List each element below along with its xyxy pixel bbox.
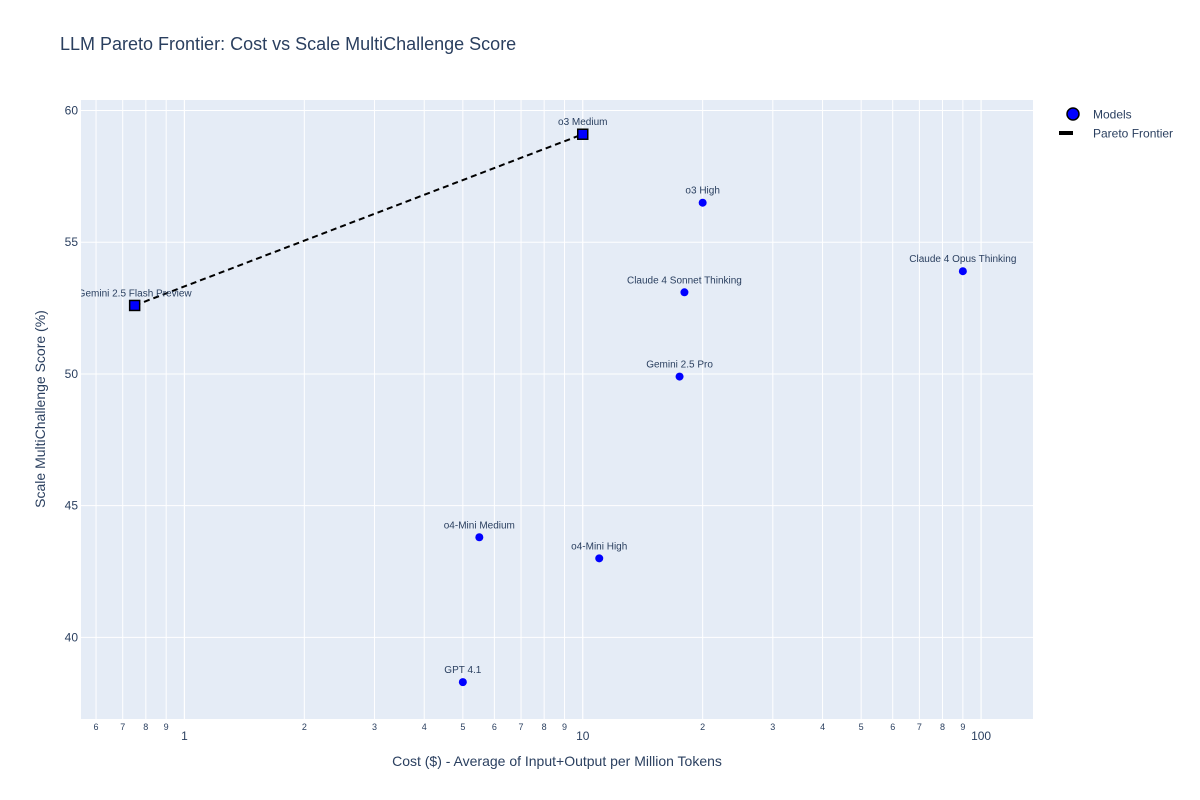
- plot-area: [81, 100, 1033, 719]
- x-tick-label-minor: 8: [143, 722, 148, 732]
- model-point: [675, 372, 684, 381]
- y-axis-title: Scale MultiChallenge Score (%): [32, 310, 48, 508]
- x-tick-label-minor: 6: [890, 722, 895, 732]
- chart-title: LLM Pareto Frontier: Cost vs Scale Multi…: [60, 34, 516, 54]
- x-tick-label-major: 100: [971, 729, 991, 743]
- model-point-label: o3 High: [685, 186, 719, 197]
- x-tick-label-minor: 7: [519, 722, 524, 732]
- legend-item-models[interactable]: Models: [1066, 107, 1132, 122]
- x-tick-label-minor: 3: [770, 722, 775, 732]
- x-axis-title: Cost ($) - Average of Input+Output per M…: [392, 753, 722, 769]
- y-tick-label: 60: [65, 104, 79, 118]
- model-point: [475, 533, 484, 542]
- x-tick-label-minor: 7: [120, 722, 125, 732]
- x-tick-label-minor: 9: [164, 722, 169, 732]
- y-tick-label: 45: [65, 499, 79, 513]
- point-labels: o3 Medium o3 High Claude 4 Opus Thinking Cl…: [78, 117, 1016, 676]
- model-point-label: GPT 4.1: [444, 665, 481, 676]
- x-tick-label-minor: 6: [94, 722, 99, 732]
- x-tick-label-major: 10: [576, 729, 590, 743]
- x-tick-label-minor: 2: [302, 722, 307, 732]
- legend-frontier-label: Pareto Frontier: [1093, 127, 1173, 141]
- x-tick-label-minor: 5: [460, 722, 465, 732]
- model-point: [698, 198, 707, 207]
- x-tick-label-major: 1: [181, 729, 188, 743]
- x-axis-ticks: 6 7 8 9 2 3 4 5 6 7 8 9 2 3 4 5 6 7 8 9 1 10 100: [94, 722, 992, 743]
- x-tick-label-minor: 9: [562, 722, 567, 732]
- model-point: [958, 267, 967, 276]
- x-tick-label-minor: 5: [859, 722, 864, 732]
- x-tick-label-minor: 7: [917, 722, 922, 732]
- x-tick-label-minor: 8: [940, 722, 945, 732]
- model-point: [595, 554, 604, 563]
- model-point-label: Gemini 2.5 Pro: [646, 360, 713, 371]
- model-point: [458, 678, 467, 687]
- model-point: [130, 301, 139, 310]
- x-tick-label-minor: 4: [422, 722, 427, 732]
- model-point-label: o4-Mini Medium: [444, 520, 515, 531]
- x-tick-label-minor: 3: [372, 722, 377, 732]
- x-tick-label-minor: 4: [820, 722, 825, 732]
- model-point-label: o3 Medium: [558, 117, 607, 128]
- model-point-label: o4-Mini High: [571, 541, 627, 552]
- model-point: [578, 130, 587, 139]
- legend-models-label: Models: [1093, 108, 1132, 122]
- model-point-label: Claude 4 Sonnet Thinking: [627, 275, 742, 286]
- y-axis-ticks: 40 45 50 55 60: [65, 104, 79, 645]
- x-tick-label-minor: 9: [960, 722, 965, 732]
- y-tick-label: 55: [65, 235, 79, 249]
- grid: [81, 100, 1033, 719]
- model-point-label: Claude 4 Opus Thinking: [909, 254, 1016, 265]
- legend[interactable]: Models Pareto Frontier: [1059, 107, 1173, 141]
- model-point: [680, 288, 689, 297]
- x-tick-label-minor: 8: [542, 722, 547, 732]
- y-tick-label: 40: [65, 630, 79, 644]
- models-series: [130, 130, 967, 687]
- y-tick-label: 50: [65, 367, 79, 381]
- legend-item-pareto-frontier[interactable]: Pareto Frontier: [1059, 127, 1173, 141]
- x-tick-label-minor: 6: [492, 722, 497, 732]
- x-tick-label-minor: 2: [700, 722, 705, 732]
- legend-models-marker: [1066, 107, 1080, 121]
- model-point-label: Gemini 2.5 Flash Preview: [78, 288, 193, 299]
